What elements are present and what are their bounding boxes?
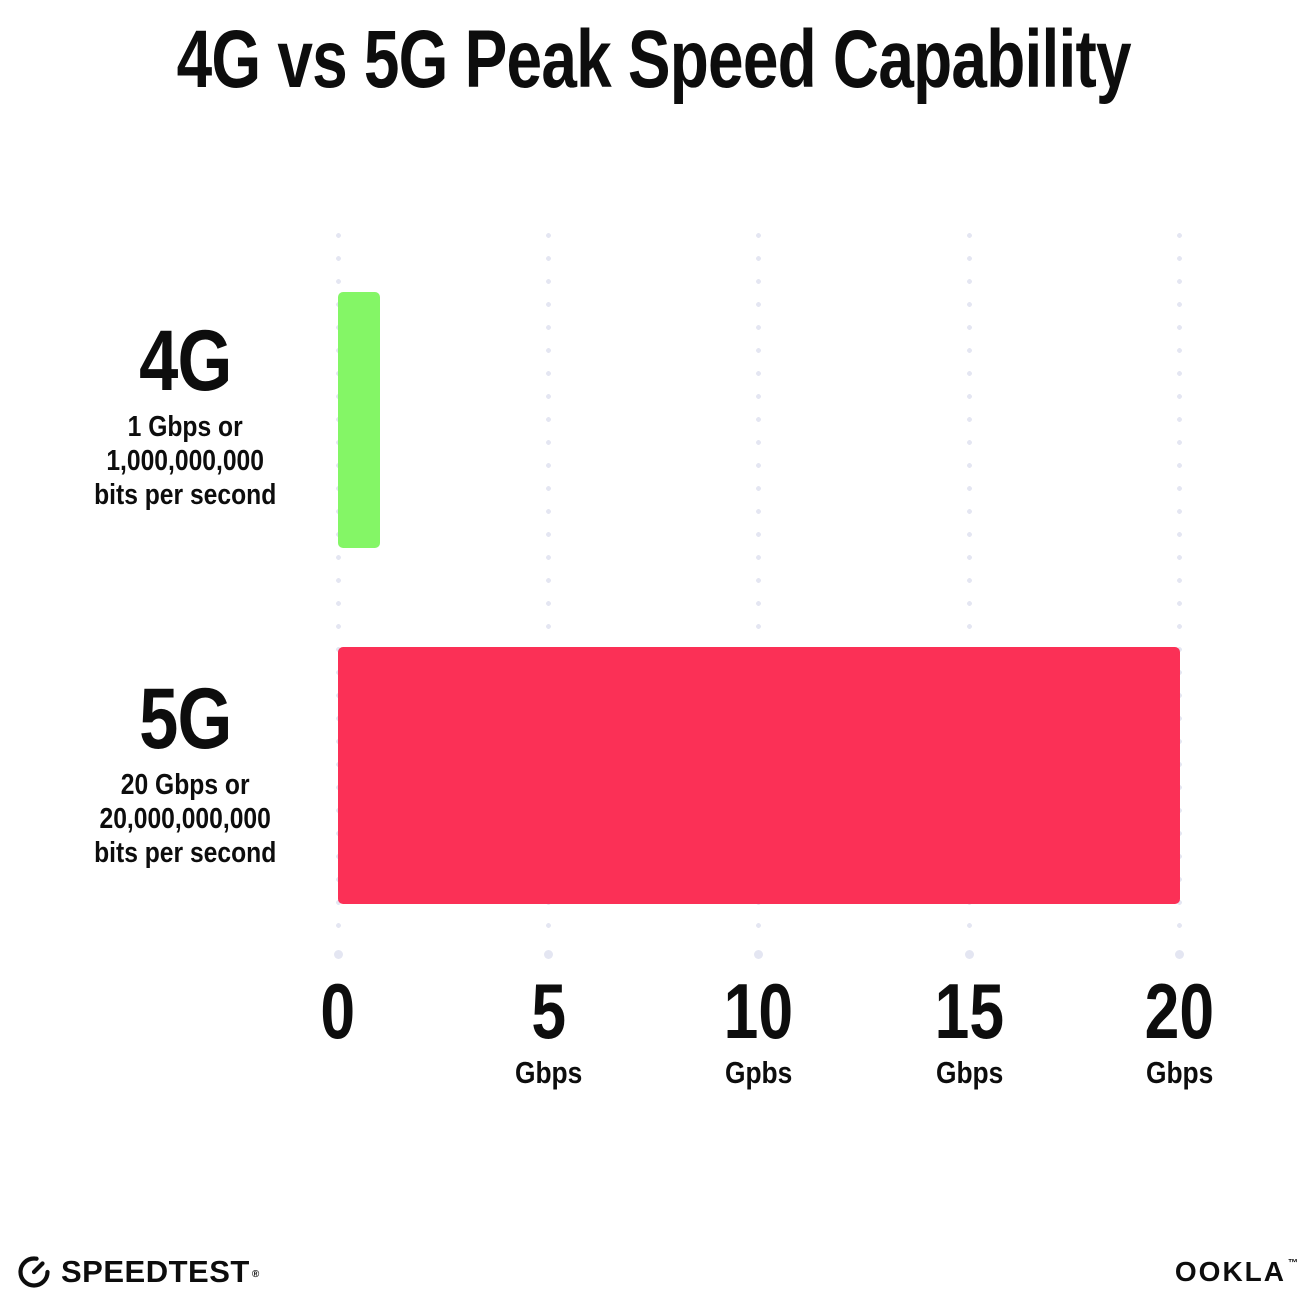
gridline-5 [545,224,551,946]
row-label-4g-text: 4G [138,313,232,409]
ookla-trademark: ™ [1288,1258,1298,1269]
gridline-10 [756,224,762,946]
x-tick-20-value: 20 [1144,967,1215,1055]
row-4g-subline-2: 1,000,000,000 [106,445,264,477]
gridline-end-dot [333,950,343,959]
row-label-4g-title: 4G [30,318,340,404]
x-tick-20-unit: Gbps [1145,1055,1214,1090]
x-tick-15-unit: Gbps [935,1055,1003,1090]
gridline-end-dot [964,950,974,959]
row-4g-subline-1: 1 Gbps or [127,411,243,443]
row-4g-subline-3: bits per second [93,479,277,511]
x-tick-0: 0 [233,972,443,1090]
row-5g-subline-3: bits per second [93,837,277,869]
row-5g-subline-1: 20 Gbps or [120,769,250,801]
x-tick-5-value: 5 [531,967,566,1055]
gridline-0 [335,224,341,946]
x-tick-15: 15 Gbps [864,972,1074,1090]
x-tick-0-unit [233,1056,443,1090]
gridline-end-dot [543,950,553,959]
gridline-end-dot [754,950,764,959]
row-label-5g-text: 5G [138,671,232,767]
x-tick-15-value: 15 [934,967,1004,1055]
row-label-5g-sublabel: 20 Gbps or 20,000,000,000 bits per secon… [30,768,340,870]
speedtest-logo: SPEEDTEST ® [16,1254,259,1290]
x-tick-10: 10 Gpbs [654,972,864,1090]
x-tick-20: 20 Gbps [1075,972,1285,1090]
row-label-4g: 4G 1 Gbps or 1,000,000,000 bits per seco… [30,318,340,512]
x-tick-5: 5 Gbps [443,972,653,1090]
gridline-15 [966,224,972,946]
row-label-5g-title: 5G [30,676,340,762]
row-label-4g-sublabel: 1 Gbps or 1,000,000,000 bits per second [30,410,340,512]
gridline-20 [1177,224,1182,946]
x-tick-10-unit: Gpbs [725,1055,793,1090]
speedtest-gauge-icon [18,1256,50,1288]
x-tick-0-value: 0 [320,967,356,1055]
gridline-end-dot [1175,950,1184,959]
row-label-5g: 5G 20 Gbps or 20,000,000,000 bits per se… [30,676,340,870]
x-tick-10-value: 10 [724,967,794,1055]
row-5g-subline-2: 20,000,000,000 [99,803,271,835]
speedtest-wordmark: SPEEDTEST [61,1254,250,1289]
ookla-wordmark: OOKLA [1174,1256,1286,1287]
bar-5g [338,647,1180,904]
ookla-logo: OOKLA ™ [1175,1256,1298,1288]
x-tick-5-unit: Gbps [514,1055,583,1090]
chart-title: 4G vs 5G Peak Speed Capability [0,10,1308,110]
speedtest-trademark: ® [251,1268,260,1280]
chart-title-text: 4G vs 5G Peak Speed Capability [176,14,1132,105]
bar-4g [338,292,381,548]
